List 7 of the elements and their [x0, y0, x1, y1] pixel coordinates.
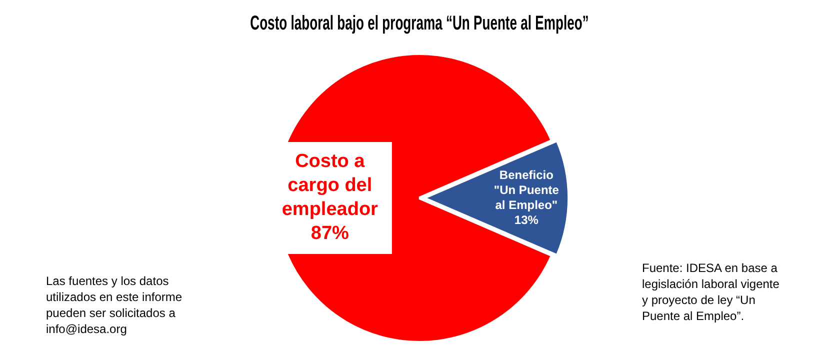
source-note: Fuente: IDESA en base a legislación laboral vigente y proyecto de ley “Un Puente al Empleo”. [642, 260, 780, 324]
slice-label: Beneficio "Un Puente al Empleo" [494, 168, 560, 212]
text: Las fuentes y los datos utilizados en este informe pueden ser solicitados a info@idesa.org [46, 273, 184, 337]
slice-label: Costo a cargo del empleador [282, 151, 379, 220]
chart-title: Costo laboral bajo el programa “Un Puente al Empleo” [250, 12, 589, 34]
data-label: 13% [514, 212, 539, 227]
data-label: 87% [310, 223, 350, 244]
